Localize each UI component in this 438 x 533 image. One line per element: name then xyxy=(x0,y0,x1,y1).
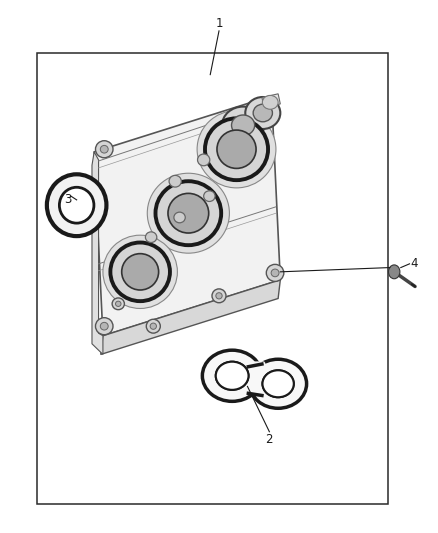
Ellipse shape xyxy=(150,323,156,329)
Ellipse shape xyxy=(116,301,121,306)
Ellipse shape xyxy=(155,181,221,245)
Ellipse shape xyxy=(202,350,262,401)
Polygon shape xyxy=(101,280,280,354)
Text: 1: 1 xyxy=(215,18,223,30)
Ellipse shape xyxy=(217,130,256,168)
Text: 2: 2 xyxy=(265,433,273,446)
Circle shape xyxy=(389,265,400,279)
Ellipse shape xyxy=(204,191,215,201)
Ellipse shape xyxy=(202,350,262,401)
Ellipse shape xyxy=(216,362,248,390)
Ellipse shape xyxy=(245,97,280,129)
Ellipse shape xyxy=(103,235,177,309)
Ellipse shape xyxy=(205,118,268,180)
Ellipse shape xyxy=(169,175,181,187)
Ellipse shape xyxy=(197,111,276,188)
Ellipse shape xyxy=(216,293,222,299)
Ellipse shape xyxy=(271,269,279,277)
Ellipse shape xyxy=(112,298,124,310)
Ellipse shape xyxy=(95,318,113,335)
Polygon shape xyxy=(262,94,280,108)
Ellipse shape xyxy=(250,359,307,408)
Ellipse shape xyxy=(174,212,185,223)
Polygon shape xyxy=(92,152,103,354)
Ellipse shape xyxy=(47,174,106,236)
Ellipse shape xyxy=(168,193,208,233)
Ellipse shape xyxy=(216,362,248,390)
Ellipse shape xyxy=(47,174,106,236)
Text: 3: 3 xyxy=(64,193,71,206)
Ellipse shape xyxy=(253,104,272,122)
Ellipse shape xyxy=(60,187,94,223)
Polygon shape xyxy=(94,96,280,336)
Ellipse shape xyxy=(110,243,170,301)
Ellipse shape xyxy=(262,95,278,109)
FancyBboxPatch shape xyxy=(244,361,265,393)
Bar xyxy=(37,53,388,504)
Ellipse shape xyxy=(262,370,294,397)
Ellipse shape xyxy=(147,173,230,253)
Ellipse shape xyxy=(100,146,108,153)
Ellipse shape xyxy=(95,141,113,158)
Ellipse shape xyxy=(100,322,108,330)
Ellipse shape xyxy=(122,254,159,290)
Ellipse shape xyxy=(250,359,307,408)
Ellipse shape xyxy=(145,232,157,243)
Ellipse shape xyxy=(266,264,284,281)
Ellipse shape xyxy=(222,107,264,144)
Ellipse shape xyxy=(198,154,210,166)
Ellipse shape xyxy=(232,115,254,135)
Ellipse shape xyxy=(212,289,226,303)
Text: 4: 4 xyxy=(410,257,418,270)
Ellipse shape xyxy=(262,370,294,397)
Ellipse shape xyxy=(146,319,160,333)
